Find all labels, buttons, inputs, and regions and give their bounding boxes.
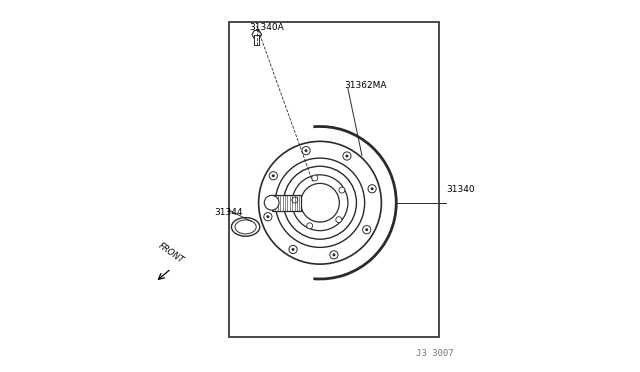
Circle shape — [284, 166, 356, 239]
Text: FRONT: FRONT — [157, 242, 186, 266]
Circle shape — [343, 152, 351, 160]
Circle shape — [305, 149, 308, 152]
Circle shape — [339, 187, 345, 193]
Text: 31344: 31344 — [214, 208, 243, 217]
Circle shape — [330, 251, 338, 259]
Circle shape — [336, 217, 342, 223]
Circle shape — [292, 175, 348, 231]
Circle shape — [275, 158, 365, 247]
Circle shape — [312, 175, 317, 181]
Circle shape — [363, 225, 371, 234]
Circle shape — [269, 172, 277, 180]
Circle shape — [289, 246, 297, 254]
Circle shape — [346, 154, 348, 157]
Circle shape — [371, 187, 374, 190]
Circle shape — [272, 174, 275, 177]
Circle shape — [332, 253, 335, 256]
Bar — [254, 35, 259, 45]
Circle shape — [292, 248, 294, 251]
Circle shape — [264, 213, 272, 221]
Ellipse shape — [232, 218, 260, 236]
Bar — [271, 195, 301, 211]
Circle shape — [264, 195, 279, 210]
Circle shape — [292, 197, 298, 203]
Circle shape — [365, 228, 368, 231]
Ellipse shape — [235, 220, 256, 234]
Text: 31362MA: 31362MA — [344, 81, 387, 90]
Text: 31340: 31340 — [447, 185, 475, 194]
Bar — [229, 22, 439, 337]
Circle shape — [259, 141, 381, 264]
Circle shape — [301, 183, 339, 222]
Text: 31340A: 31340A — [250, 23, 284, 32]
Text: J3 3007: J3 3007 — [416, 349, 454, 358]
Circle shape — [368, 185, 376, 193]
Circle shape — [302, 147, 310, 155]
Circle shape — [266, 215, 269, 218]
Circle shape — [307, 223, 313, 229]
